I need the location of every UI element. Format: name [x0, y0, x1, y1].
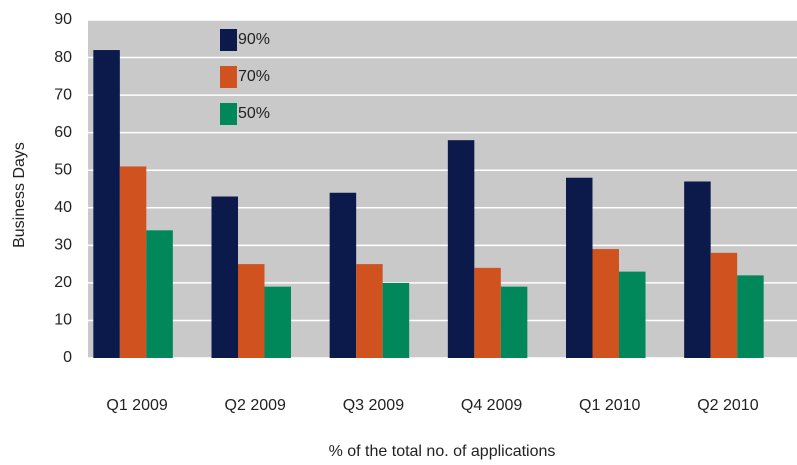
legend-label: 90%	[238, 31, 270, 48]
bar	[447, 140, 475, 358]
x-tick-label: Q3 2009	[343, 397, 404, 414]
legend-swatch	[220, 66, 237, 88]
bar	[146, 230, 173, 358]
x-tick-label: Q2 2009	[225, 397, 286, 414]
bar	[93, 50, 120, 359]
y-tick-label: 50	[54, 161, 72, 178]
legend-swatch	[220, 29, 237, 51]
bar	[474, 267, 501, 358]
y-tick-label: 10	[54, 312, 72, 329]
bar	[500, 286, 528, 358]
x-tick-label: Q1 2009	[106, 397, 167, 414]
legend-swatch	[220, 103, 237, 125]
bar	[619, 271, 646, 358]
y-axis-label: Business Days	[11, 142, 28, 248]
y-tick-label: 60	[54, 124, 72, 141]
bar	[119, 166, 147, 358]
x-tick-label: Q2 2010	[697, 397, 758, 414]
plot-area	[88, 20, 797, 358]
bar	[264, 286, 291, 358]
y-tick-label: 30	[54, 237, 72, 254]
bar	[566, 177, 593, 358]
x-tick-label: Q1 2010	[579, 397, 640, 414]
bar	[382, 282, 410, 358]
bar	[592, 249, 619, 358]
y-tick-label: 90	[54, 11, 72, 28]
bar	[211, 196, 238, 358]
bar	[356, 264, 383, 358]
y-tick-label: 20	[54, 274, 72, 291]
legend-label: 50%	[238, 105, 270, 122]
y-tick-label: 70	[54, 86, 72, 103]
y-tick-label: 0	[63, 349, 72, 366]
bar	[684, 181, 711, 358]
bar	[238, 264, 265, 358]
x-axis-label: % of the total no. of applications	[329, 443, 556, 460]
y-tick-label: 40	[54, 199, 72, 216]
x-tick-label: Q4 2009	[461, 397, 522, 414]
bar	[329, 192, 357, 358]
bar	[710, 252, 738, 358]
y-tick-label: 80	[54, 49, 72, 66]
bar	[737, 275, 764, 358]
legend-label: 70%	[238, 68, 270, 85]
